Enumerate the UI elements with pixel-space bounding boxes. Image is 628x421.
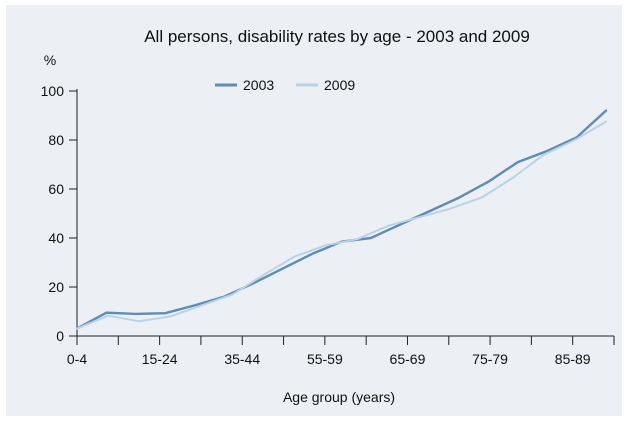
x-axis-label: Age group (years) (283, 389, 395, 405)
y-axis-label: % (44, 52, 56, 68)
x-tick-label: 15-24 (142, 351, 178, 367)
y-tick-label: 80 (48, 132, 64, 148)
chart-title: All persons, disability rates by age - 2… (144, 27, 530, 46)
x-tick-label: 85-89 (555, 351, 591, 367)
x-tick-label: 75-79 (472, 351, 508, 367)
chart-panel: All persons, disability rates by age - 2… (6, 5, 622, 416)
x-tick-label: 35-44 (224, 351, 260, 367)
y-tick-label: 40 (48, 230, 64, 246)
x-tick-label: 55-59 (307, 351, 343, 367)
y-tick-label: 0 (56, 328, 64, 344)
series-line-2009 (76, 120, 607, 330)
legend-label-2009: 2009 (324, 77, 355, 93)
series-line-2003 (75, 109, 608, 330)
x-tick-label: 65-69 (390, 351, 426, 367)
x-tick-label: 0-4 (67, 351, 87, 367)
legend-label-2003: 2003 (243, 77, 274, 93)
line-chart: All persons, disability rates by age - 2… (41, 27, 615, 405)
y-tick-label: 20 (48, 279, 64, 295)
y-tick-label: 60 (48, 181, 64, 197)
y-tick-label: 100 (41, 83, 65, 99)
